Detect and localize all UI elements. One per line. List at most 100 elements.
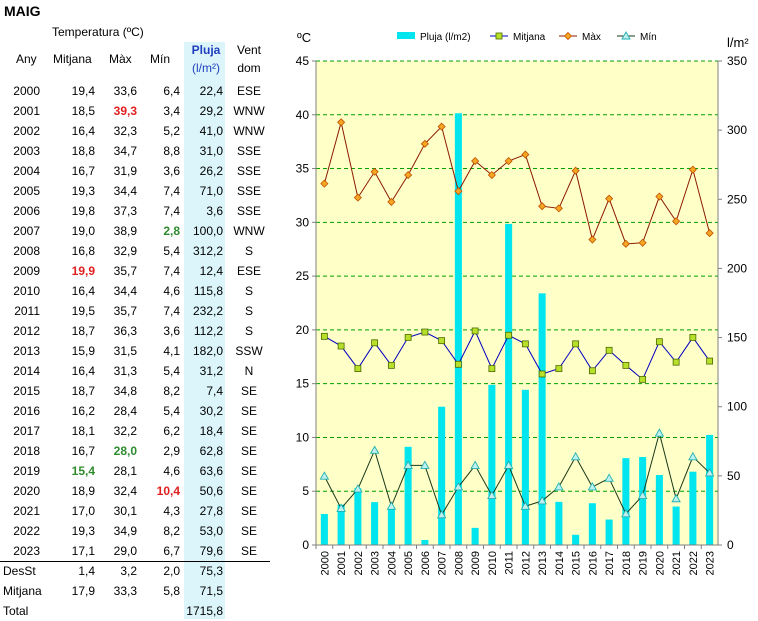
table-cell-pluja: 18,4 (199, 424, 223, 438)
table-cell-min: 6,7 (163, 544, 180, 558)
table-cell-mitjana: 19,4 (71, 84, 95, 98)
right-tick-label: 350 (727, 54, 747, 68)
table-cell-min: 3,6 (163, 164, 180, 178)
rain-bar (371, 502, 379, 545)
table-cell-min: 4,6 (163, 464, 180, 478)
summary-cell-pluja: 1715,8 (186, 604, 223, 618)
left-tick-label: 20 (296, 323, 310, 337)
table-cell-min: 7,4 (163, 264, 180, 278)
data-point (538, 202, 547, 211)
right-tick-label: 150 (727, 331, 747, 345)
table-cell-vent: WNW (233, 124, 265, 138)
data-point (337, 118, 346, 127)
table-cell-min: 8,2 (163, 524, 180, 538)
right-tick-label: 200 (727, 261, 747, 275)
header-pluja: Pluja (191, 43, 221, 57)
left-axis-unit: ºC (297, 30, 311, 45)
table-cell-any: 2007 (13, 224, 40, 238)
x-tick-label: 2013 (537, 551, 549, 575)
table-cell-pluja: 31,0 (199, 144, 223, 158)
rain-bar (572, 534, 580, 545)
table-cell-mitjana: 19,5 (71, 304, 95, 318)
table-cell-max: 33,6 (113, 84, 137, 98)
rain-bar (588, 503, 596, 545)
table-cell-any: 2006 (13, 204, 40, 218)
table-cell-min: 8,2 (163, 384, 180, 398)
x-tick-label: 2003 (370, 551, 382, 575)
data-point (689, 334, 697, 341)
table-cell-any: 2002 (13, 124, 40, 138)
table-cell-vent: SE (240, 384, 257, 398)
rain-bar (538, 293, 546, 545)
table-cell-mitjana: 18,1 (71, 424, 95, 438)
x-tick-label: 2011 (504, 551, 516, 575)
x-tick-label: 2016 (587, 551, 599, 575)
table-cell-max: 32,3 (113, 124, 137, 138)
table-cell-any: 2014 (13, 364, 40, 378)
data-point (605, 194, 614, 203)
table-cell-any: 2016 (13, 404, 40, 418)
data-point (655, 338, 663, 346)
table-cell-min: 10,4 (156, 484, 180, 498)
table-cell-max: 38,9 (113, 224, 137, 238)
data-point (353, 193, 362, 202)
table-cell-max: 36,3 (113, 324, 137, 338)
header-mitjana: Mitjana (53, 52, 92, 66)
x-tick-label: 2001 (336, 551, 348, 575)
x-tick-label: 2010 (487, 551, 499, 575)
data-point (637, 490, 648, 499)
rain-bar (605, 519, 613, 545)
table-cell-pluja: 7,4 (206, 384, 223, 398)
table-cell-mitjana: 18,9 (71, 484, 95, 498)
table-cell-mitjana: 19,0 (71, 224, 95, 238)
rain-bar (337, 504, 345, 545)
data-point (319, 471, 330, 480)
table-cell-max: 35,7 (113, 304, 137, 318)
table-cell-pluja: 30,2 (199, 404, 223, 418)
summary-cell-max: 3,2 (120, 564, 137, 578)
data-point (504, 156, 513, 166)
table-cell-max: 34,9 (113, 524, 137, 538)
data-point (487, 490, 497, 499)
table-cell-vent: SSW (235, 344, 263, 358)
table-cell-any: 2021 (13, 504, 40, 518)
table-cell-any: 2023 (13, 544, 40, 558)
data-point (336, 503, 346, 512)
table-cell-any: 2013 (13, 344, 40, 358)
table-cell-mitjana: 19,9 (71, 264, 95, 278)
data-point (554, 204, 563, 213)
rain-bar (404, 446, 412, 545)
rain-bar (655, 475, 663, 545)
data-point (454, 360, 462, 368)
legend-marker (563, 31, 573, 41)
x-tick-label: 2022 (688, 551, 700, 575)
rain-bar (622, 458, 630, 545)
table-cell-pluja: 79,6 (199, 544, 223, 558)
summary-cell-mitjana: 1,4 (78, 564, 95, 578)
table-cell-vent: ESE (236, 84, 261, 98)
left-tick-label: 15 (296, 377, 310, 391)
table-cell-vent: ESE (236, 264, 261, 278)
table-cell-min: 5,4 (163, 244, 180, 258)
rain-bar (706, 434, 714, 545)
table-cell-any: 2020 (13, 484, 40, 498)
table-cell-pluja: 112,2 (193, 324, 223, 338)
table-cell-mitjana: 19,3 (71, 524, 95, 538)
x-tick-label: 2019 (638, 551, 650, 575)
data-point (705, 229, 714, 238)
x-tick-label: 2006 (420, 551, 432, 575)
x-tick-label: 2015 (571, 551, 583, 575)
table-cell-min: 2,8 (163, 224, 180, 238)
table-cell-min: 4,3 (163, 504, 180, 518)
data-point (671, 493, 681, 503)
table-cell-max: 37,3 (113, 204, 137, 218)
table-cell-pluja: 27,8 (199, 504, 223, 518)
summary-cell-label: Total (3, 604, 29, 618)
data-point (537, 495, 547, 505)
data-point (520, 501, 531, 510)
table-cell-any: 2000 (13, 84, 40, 98)
data-point (386, 501, 397, 510)
table-cell-vent: S (244, 304, 253, 318)
rain-bar (471, 527, 479, 545)
legend-label: Mín (640, 32, 657, 43)
